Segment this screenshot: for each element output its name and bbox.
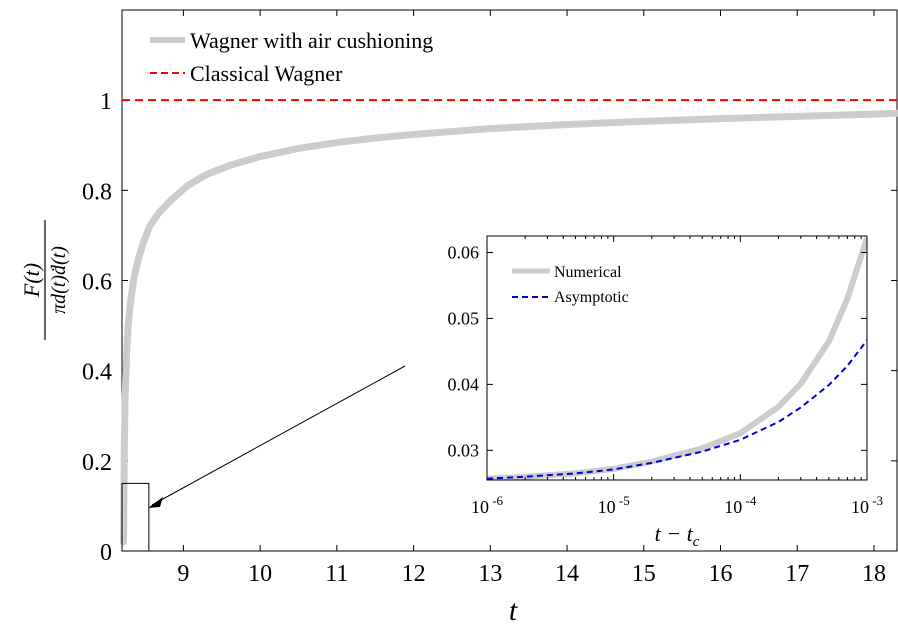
inset-x-tick-label: 10 -5	[598, 493, 630, 517]
main-y-tick-label: 0.6	[82, 270, 112, 296]
inset-legend-label-asymptotic: Asymptotic	[554, 289, 629, 306]
inset-y-tick-label: 0.04	[448, 374, 480, 394]
main-legend-label-classical: Classical Wagner	[190, 61, 343, 86]
main-series-layer	[120, 99, 898, 546]
main-y-axis-label-numerator: F(t)	[19, 263, 44, 298]
main-y-tick-label: 0.2	[82, 450, 112, 476]
zoom-arrow	[151, 365, 406, 506]
inset-y-tick-label: 0.05	[448, 308, 480, 328]
main-x-tick-label: 9	[177, 561, 189, 587]
inset-y-axis: 0.03 0.04 0.05 0.06	[448, 242, 867, 460]
zoom-box	[121, 482, 150, 552]
inset-background	[487, 236, 867, 480]
main-chart: 9 10 11 12 13 14 15 16 17 18 0 0.2 0.4 0.6 0.8 1 t F(t…	[19, 9, 898, 627]
inset-x-axis-label: t − tc	[655, 521, 700, 550]
main-y-axis-label: F(t) πd(t)ḋ(t)	[19, 220, 70, 340]
inset-x-tick-label: 10 -4	[724, 493, 757, 517]
main-legend: Wagner with air cushioning Classical Wag…	[150, 28, 433, 86]
main-x-tick-label: 17	[785, 561, 809, 587]
series-line-asymptotic	[487, 339, 867, 480]
main-x-tick-label: 16	[709, 561, 733, 587]
main-x-axis: 9 10 11 12 13 14 15 16 17 18	[177, 10, 886, 587]
inset-y-tick-label: 0.03	[448, 440, 480, 460]
inset-y-tick-label: 0.06	[448, 242, 480, 262]
inset-series-layer	[487, 237, 867, 480]
inset-plot-frame	[486, 235, 868, 481]
main-x-tick-label: 11	[325, 561, 348, 587]
inset-x-axis: 10 -6 10 -5 10 -4 10 -3	[471, 236, 883, 517]
main-x-tick-label: 13	[478, 561, 502, 587]
inset-legend: Numerical Asymptotic	[512, 264, 629, 306]
main-y-axis-label-denominator: πd(t)ḋ(t)	[48, 246, 70, 314]
series-line-wagner-air-cushioning	[120, 109, 898, 546]
inset-x-tick-label: 10 -6	[471, 493, 504, 517]
main-y-tick-label: 0.4	[82, 360, 112, 386]
main-x-tick-label: 10	[248, 561, 272, 587]
main-x-tick-label: 14	[555, 561, 579, 587]
main-x-tick-label: 12	[402, 561, 426, 587]
main-x-tick-label: 15	[632, 561, 656, 587]
main-y-tick-label: 0	[100, 540, 112, 566]
zoom-arrow-head	[148, 497, 163, 508]
main-y-axis: 0 0.2 0.4 0.6 0.8 1	[82, 89, 897, 566]
main-legend-label-air-cushioning: Wagner with air cushioning	[190, 28, 433, 53]
main-x-tick-label: 18	[862, 561, 886, 587]
main-y-tick-label: 1	[100, 89, 112, 115]
main-x-axis-label: t	[509, 594, 518, 627]
inset-chart: 10 -6 10 -5 10 -4 10 -3 0.03 0.04 0.05 0.06 t …	[448, 235, 883, 550]
inset-x-tick-label: 10 -3	[851, 493, 883, 517]
inset-legend-label-numerical: Numerical	[554, 264, 622, 281]
main-y-tick-label: 0.8	[82, 179, 112, 205]
